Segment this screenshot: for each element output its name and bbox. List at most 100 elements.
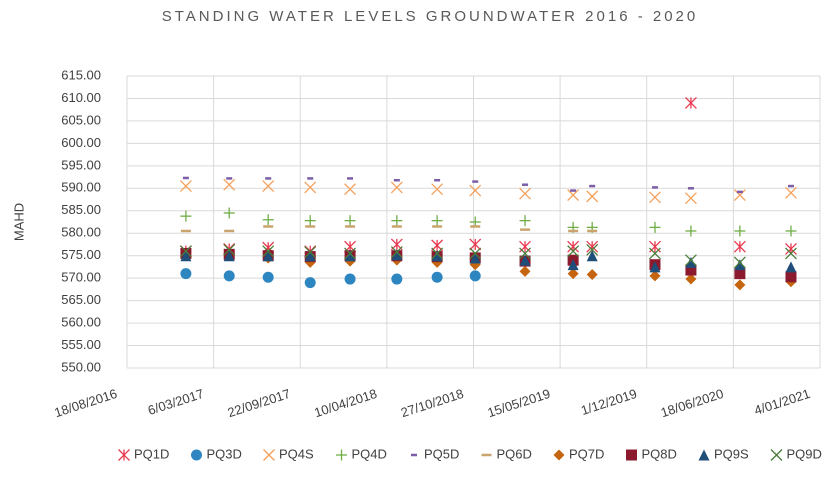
legend-label: PQ8D	[642, 446, 677, 461]
marker	[785, 225, 797, 237]
marker	[390, 181, 403, 194]
marker	[685, 264, 697, 276]
marker-part	[733, 189, 746, 202]
marker	[519, 265, 531, 277]
marker	[586, 190, 599, 203]
marker	[344, 215, 356, 227]
marker	[567, 259, 579, 271]
marker-part	[733, 256, 746, 269]
marker	[391, 273, 403, 285]
marker	[304, 181, 317, 194]
marker-part	[567, 268, 579, 280]
y-tick-label: 610.00	[61, 90, 101, 105]
y-tick-label: 575.00	[61, 247, 101, 262]
marker-part	[586, 269, 598, 281]
marker-part	[785, 186, 797, 199]
marker	[649, 240, 661, 253]
marker	[734, 268, 746, 280]
marker	[785, 271, 797, 283]
y-tick-label: 570.00	[61, 270, 101, 285]
chart-title: STANDING WATER LEVELS GROUNDWATER 2016 -…	[162, 8, 698, 25]
marker-part	[179, 180, 192, 193]
marker-part	[180, 268, 192, 280]
marker	[553, 449, 565, 461]
marker	[519, 215, 531, 227]
marker-part	[391, 273, 403, 285]
marker-part	[770, 449, 783, 461]
marker-part	[519, 247, 532, 260]
y-tick-label: 590.00	[61, 180, 101, 195]
y-tick-label: 550.00	[61, 359, 101, 374]
marker	[263, 449, 275, 461]
marker-part	[304, 277, 316, 289]
legend-label: PQ4D	[352, 446, 387, 461]
marker	[180, 268, 192, 280]
marker-part	[390, 246, 403, 259]
marker-part	[344, 250, 356, 262]
marker	[519, 240, 532, 253]
marker	[469, 252, 481, 264]
marker-part	[567, 245, 580, 258]
marker	[649, 191, 661, 204]
marker-part	[344, 273, 356, 285]
marker-part	[469, 184, 482, 197]
marker	[304, 246, 317, 259]
y-tick-label: 595.00	[61, 157, 101, 172]
marker	[262, 250, 274, 262]
marker	[391, 215, 403, 227]
marker	[770, 449, 783, 461]
marker-part	[567, 189, 580, 202]
marker-part	[304, 246, 317, 259]
marker-part	[262, 250, 274, 262]
marker-part	[390, 181, 403, 194]
x-tick-label: 10/04/2018	[312, 386, 379, 420]
x-tick-label: 18/06/2020	[659, 386, 726, 420]
marker	[223, 178, 236, 191]
y-tick-label: 585.00	[61, 202, 101, 217]
marker-part	[344, 247, 357, 260]
x-tick-label: 27/10/2018	[399, 386, 466, 420]
marker	[567, 245, 580, 258]
marker-part	[262, 180, 275, 193]
marker-part	[344, 183, 357, 196]
marker-part	[586, 250, 598, 262]
marker	[785, 186, 797, 199]
legend-label: PQ5D	[424, 446, 459, 461]
marker	[685, 225, 697, 237]
marker-part	[469, 247, 482, 260]
marker-part	[304, 181, 317, 194]
marker-part	[431, 250, 443, 262]
marker-part	[223, 270, 235, 282]
marker	[344, 250, 356, 262]
marker-part	[698, 449, 710, 461]
marker-part	[734, 279, 746, 291]
marker-part	[469, 270, 481, 282]
marker-part	[180, 250, 192, 262]
marker-part	[262, 271, 274, 283]
marker	[586, 243, 599, 256]
y-tick-label: 555.00	[61, 337, 101, 352]
marker-part	[649, 261, 661, 273]
y-tick-label: 600.00	[61, 135, 101, 150]
y-tick-label: 605.00	[61, 112, 101, 127]
marker-part	[649, 191, 661, 204]
marker	[469, 247, 482, 260]
marker-part	[684, 192, 697, 205]
marker-part	[734, 259, 746, 271]
y-tick-label: 565.00	[61, 292, 101, 307]
marker	[567, 189, 580, 202]
legend-label: PQ9D	[787, 446, 822, 461]
marker	[469, 184, 482, 197]
marker	[586, 269, 598, 281]
legend-label: PQ1D	[134, 446, 169, 461]
marker	[262, 245, 275, 258]
marker	[519, 187, 532, 200]
marker	[519, 254, 531, 266]
marker	[469, 270, 481, 282]
marker	[734, 259, 746, 271]
marker	[649, 261, 661, 273]
marker	[262, 180, 275, 193]
marker	[179, 180, 192, 193]
marker	[698, 449, 710, 461]
marker-part	[685, 264, 697, 276]
